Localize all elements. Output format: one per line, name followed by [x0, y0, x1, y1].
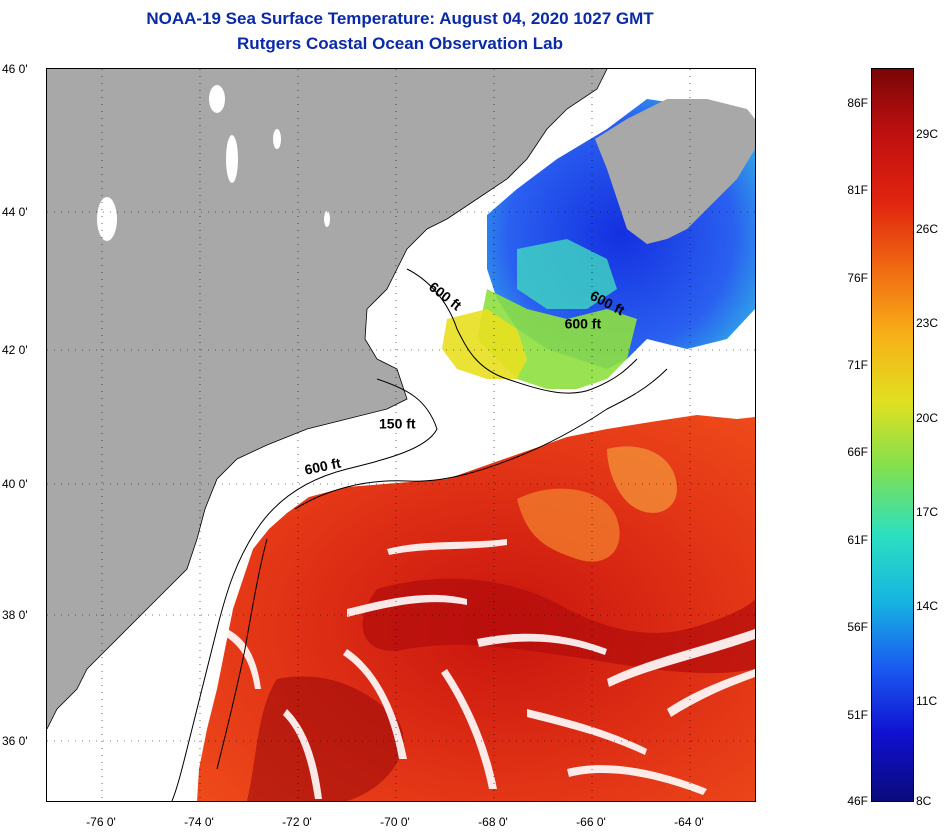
celsius-tick: 23C: [916, 316, 939, 331]
lat-label: 40 0': [2, 477, 28, 491]
celsius-tick: 11C: [916, 693, 938, 708]
celsius-tick: 17C: [916, 504, 939, 519]
lon-label: -66 0': [576, 815, 606, 829]
lon-label: -72 0': [282, 815, 312, 829]
lon-label: -64 0': [674, 815, 704, 829]
lat-label: 42 0': [2, 343, 28, 357]
cloud-streaks: [223, 539, 755, 799]
lon-label: -76 0': [86, 815, 116, 829]
warm-eddy: [517, 488, 620, 562]
lat-label: 36 0': [2, 734, 28, 748]
map-title: NOAA-19 Sea Surface Temperature: August …: [146, 9, 654, 28]
lat-label: 38 0': [2, 608, 28, 622]
nova-scotia-land: [595, 99, 755, 244]
map-subtitle: Rutgers Coastal Ocean Observation Lab: [237, 34, 563, 53]
land-mass: [47, 69, 607, 729]
depth-contour-label: 600 ft: [565, 316, 602, 332]
depth-contour-label: 150 ft: [379, 415, 416, 431]
fahrenheit-tick: 51F: [847, 707, 868, 722]
coastline: [47, 69, 608, 730]
lon-label: -70 0': [380, 815, 410, 829]
fahrenheit-tick: 76F: [847, 270, 868, 285]
gulf-stream-core-dark: [247, 676, 404, 801]
fahrenheit-tick: 56F: [847, 620, 868, 635]
celsius-tick: 8C: [916, 794, 932, 808]
fahrenheit-tick: 66F: [847, 445, 868, 460]
celsius-tick: 26C: [916, 221, 939, 236]
yellow-water: [442, 309, 527, 379]
depth-contours: [171, 268, 668, 801]
fahrenheit-tick: 86F: [847, 95, 868, 110]
lon-label: -74 0': [184, 815, 214, 829]
lat-label: 46 0': [2, 62, 28, 76]
temperature-colorbar: [871, 68, 914, 802]
depth-contour-label: 600 ft: [303, 455, 342, 478]
celsius-tick: 14C: [916, 599, 939, 614]
fahrenheit-tick: 71F: [847, 358, 868, 373]
warm-eddy-2: [607, 446, 677, 513]
celsius-tick: 20C: [916, 410, 939, 425]
teal-water: [517, 239, 617, 309]
sst-map[interactable]: 600 ft 600 ft 600 ft 150 ft 600 ft: [46, 68, 756, 802]
fahrenheit-tick: 81F: [847, 183, 868, 198]
lat-label: 44 0': [2, 205, 28, 219]
graticule: [47, 69, 755, 801]
fahrenheit-tick: 61F: [847, 532, 868, 547]
lon-label: -68 0': [478, 815, 508, 829]
fahrenheit-tick: 46F: [847, 794, 868, 808]
celsius-tick: 29C: [916, 127, 939, 142]
